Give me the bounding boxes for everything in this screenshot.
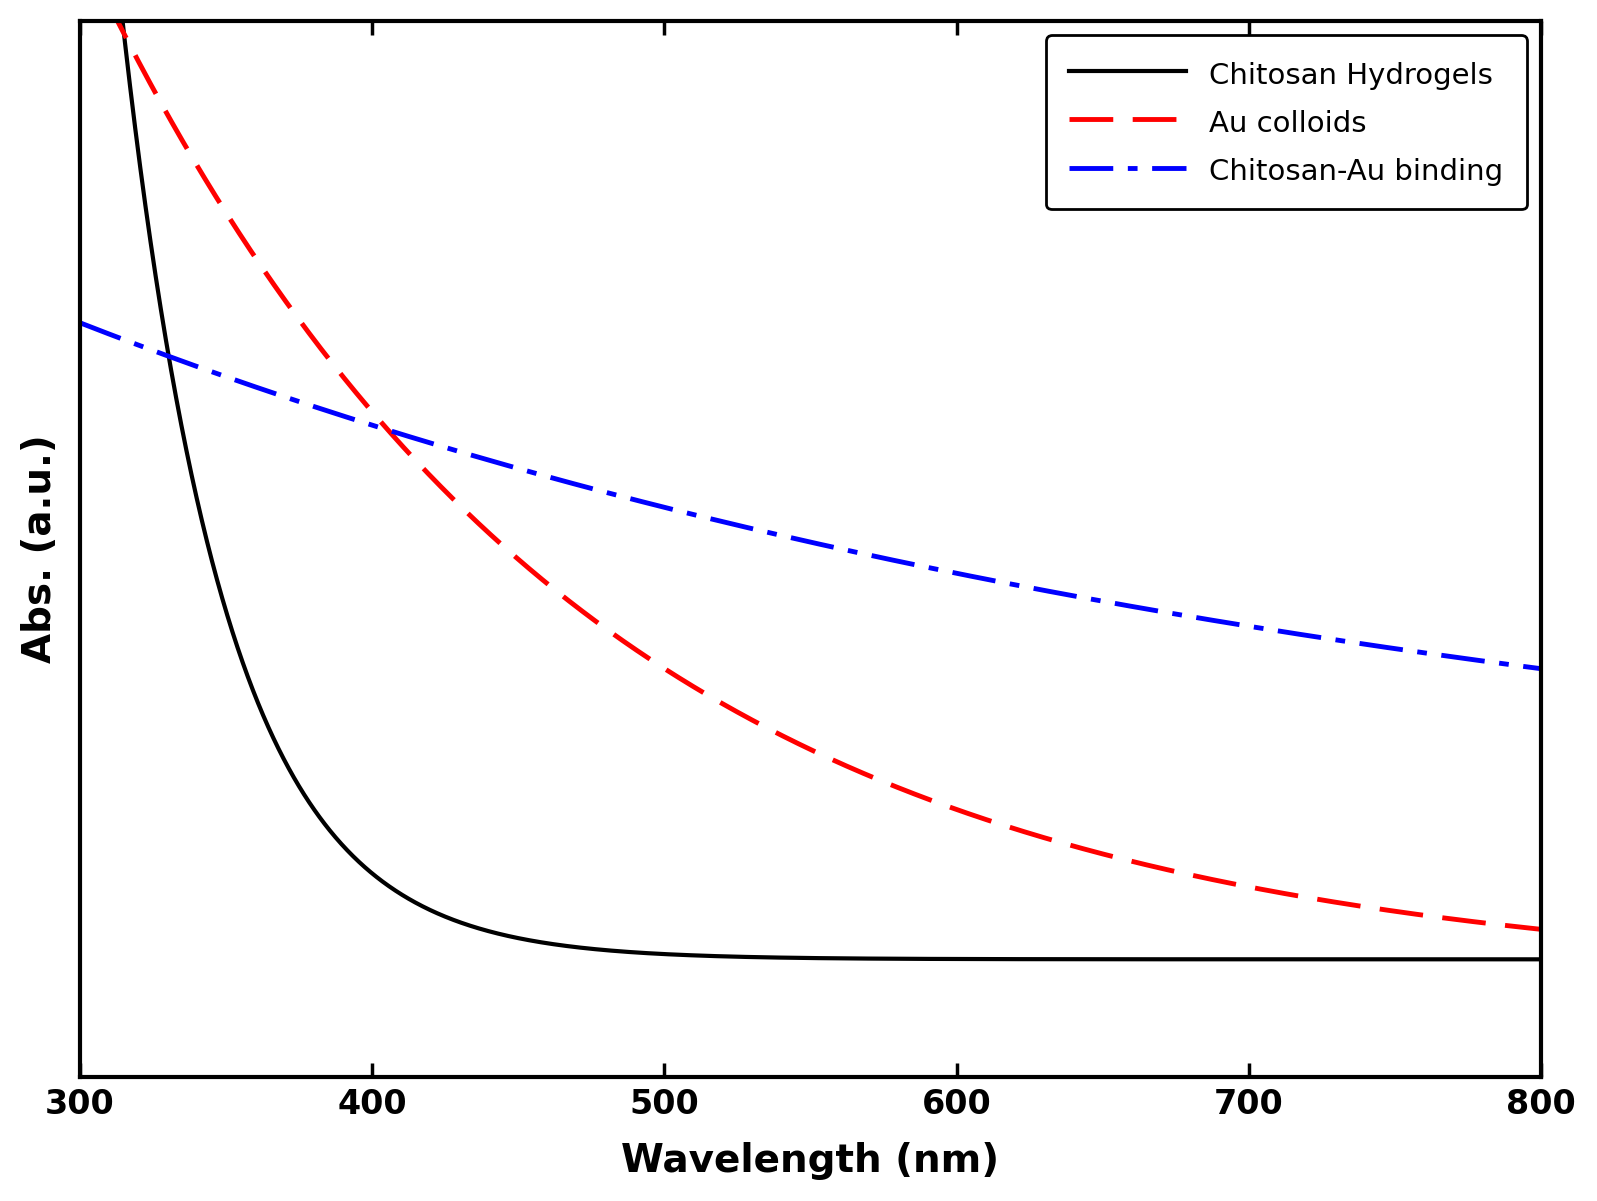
Au colloids (1532, 922, 1551, 937)
Line: Chitosan Hydrogels: Chitosan Hydrogels (80, 0, 1541, 960)
Legend: Chitosan Hydrogels, Au colloids, Chitosan-Au binding: Chitosan Hydrogels, Au colloids, Chitosa… (1046, 35, 1527, 209)
Chitosan Hydrogels (145, 259, 164, 274)
Line: Chitosan-Au binding: Chitosan-Au binding (80, 323, 1541, 669)
Chitosan-Au binding (781, 531, 800, 545)
Chitosan-Au binding (1488, 656, 1508, 670)
Chitosan Hydrogels (781, 950, 800, 964)
Chitosan Hydrogels (1222, 952, 1241, 967)
Au colloids (1488, 918, 1508, 932)
Chitosan Hydrogels (743, 950, 762, 964)
Chitosan-Au binding (1532, 662, 1551, 676)
Au colloids (781, 733, 800, 747)
Au colloids (145, 84, 164, 98)
Chitosan Hydrogels (1532, 952, 1551, 967)
Au colloids (743, 712, 762, 727)
Chitosan-Au binding (743, 521, 762, 536)
Chitosan-Au binding (1222, 616, 1241, 631)
Line: Au colloids: Au colloids (80, 0, 1541, 930)
Au colloids (1490, 918, 1509, 932)
X-axis label: Wavelength (nm): Wavelength (nm) (621, 1142, 1000, 1181)
Chitosan Hydrogels (1488, 952, 1508, 967)
Chitosan Hydrogels (1490, 952, 1509, 967)
Chitosan-Au binding (70, 316, 89, 330)
Chitosan-Au binding (145, 343, 164, 358)
Y-axis label: Abs. (a.u.): Abs. (a.u.) (21, 435, 59, 663)
Au colloids (1222, 876, 1241, 890)
Chitosan-Au binding (1490, 656, 1509, 670)
